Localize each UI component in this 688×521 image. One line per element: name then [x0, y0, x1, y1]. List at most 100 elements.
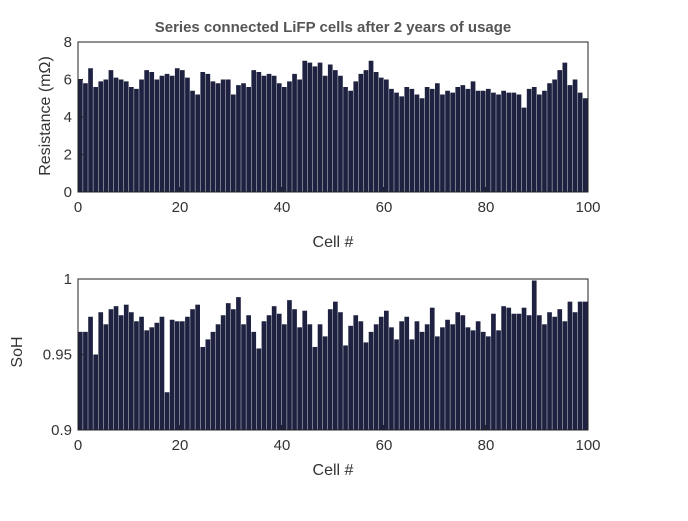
bar	[78, 79, 83, 192]
bar	[139, 79, 144, 192]
x-tick-label: 60	[376, 437, 393, 454]
bar	[567, 85, 573, 193]
bar	[470, 81, 476, 193]
bar	[338, 75, 343, 192]
x-tick-label: 100	[575, 437, 600, 454]
bar	[506, 307, 512, 430]
bar	[108, 70, 114, 193]
bar	[287, 300, 292, 430]
bar	[174, 321, 180, 430]
bar	[333, 70, 338, 193]
bar	[118, 79, 124, 192]
bar	[557, 70, 563, 193]
bar	[419, 331, 425, 430]
y-tick-label: 8	[64, 34, 72, 51]
bar	[358, 321, 364, 430]
bar	[378, 316, 384, 430]
y-axis-label-resistance: Resistance (mΩ)	[37, 56, 54, 176]
bar	[547, 83, 552, 192]
bar	[526, 315, 532, 430]
x-axis-label-resistance: Cell #	[313, 234, 354, 251]
bar	[287, 81, 292, 193]
bar	[266, 73, 272, 193]
bar	[562, 321, 568, 430]
bar	[144, 70, 149, 193]
chart-soh: SoH Cell # 0 20 40 60 80 100 0.9 0.95 1	[9, 271, 601, 479]
bar	[282, 324, 287, 430]
y-tick-label: 0	[64, 184, 72, 201]
bar	[241, 324, 246, 430]
bar	[373, 72, 379, 192]
bar	[440, 327, 445, 430]
bar	[526, 88, 532, 193]
bar	[256, 72, 262, 192]
bar	[577, 301, 583, 430]
x-tick-label: 0	[74, 437, 82, 454]
bar	[251, 70, 257, 193]
bar	[455, 87, 461, 192]
bar	[424, 324, 430, 430]
bar	[98, 81, 104, 193]
bar	[129, 312, 134, 430]
bar	[404, 316, 410, 430]
bar	[271, 75, 277, 192]
bar	[506, 92, 512, 193]
bar	[134, 88, 139, 193]
bar	[562, 62, 568, 193]
bar	[327, 309, 333, 430]
bar	[450, 324, 455, 430]
bar	[220, 79, 226, 192]
bar	[358, 73, 364, 193]
x-axis-label-soh: Cell #	[313, 462, 354, 479]
bar	[475, 321, 481, 430]
bar	[103, 79, 109, 192]
bar	[552, 316, 557, 430]
bar	[231, 94, 236, 192]
bar	[225, 303, 231, 430]
x-tick-label: 80	[478, 437, 495, 454]
y-tick-label: 0.95	[43, 347, 72, 364]
bar	[414, 321, 420, 430]
bar	[496, 330, 501, 430]
y-tick-label: 6	[64, 72, 72, 89]
bar	[577, 92, 583, 193]
bar	[572, 79, 578, 192]
bar	[276, 83, 282, 192]
bar	[394, 92, 399, 193]
bar	[348, 90, 353, 192]
bar	[266, 315, 272, 430]
bar	[149, 72, 155, 192]
bar	[353, 81, 359, 193]
bar	[159, 316, 165, 430]
bar	[302, 60, 308, 192]
bar	[537, 94, 542, 192]
bar	[582, 301, 588, 430]
bar	[164, 392, 170, 430]
bar	[394, 339, 399, 430]
bar	[486, 88, 491, 193]
bar	[582, 98, 588, 192]
bar	[220, 315, 226, 430]
bar	[236, 85, 241, 193]
bar	[475, 90, 481, 192]
bar	[455, 312, 461, 430]
bar	[180, 321, 185, 430]
bar	[465, 88, 471, 193]
bar	[470, 330, 476, 430]
bar	[215, 83, 221, 192]
bar	[389, 327, 394, 430]
bar	[169, 75, 175, 192]
bar	[384, 79, 389, 192]
bar	[511, 313, 517, 430]
bar	[378, 77, 384, 193]
bar	[256, 348, 262, 430]
bar	[531, 280, 537, 430]
bar	[409, 88, 415, 193]
bar	[205, 339, 211, 430]
bar	[338, 312, 343, 430]
bar	[297, 79, 302, 192]
bar	[210, 81, 216, 193]
bar	[123, 304, 129, 430]
bar	[429, 88, 435, 193]
